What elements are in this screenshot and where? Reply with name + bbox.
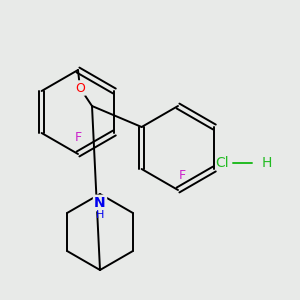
Text: H: H (96, 210, 104, 220)
Text: O: O (75, 82, 85, 94)
Text: H: H (262, 156, 272, 170)
Text: N: N (94, 196, 106, 210)
Text: F: F (74, 131, 82, 144)
Text: F: F (178, 169, 186, 182)
Text: Cl: Cl (215, 156, 229, 170)
